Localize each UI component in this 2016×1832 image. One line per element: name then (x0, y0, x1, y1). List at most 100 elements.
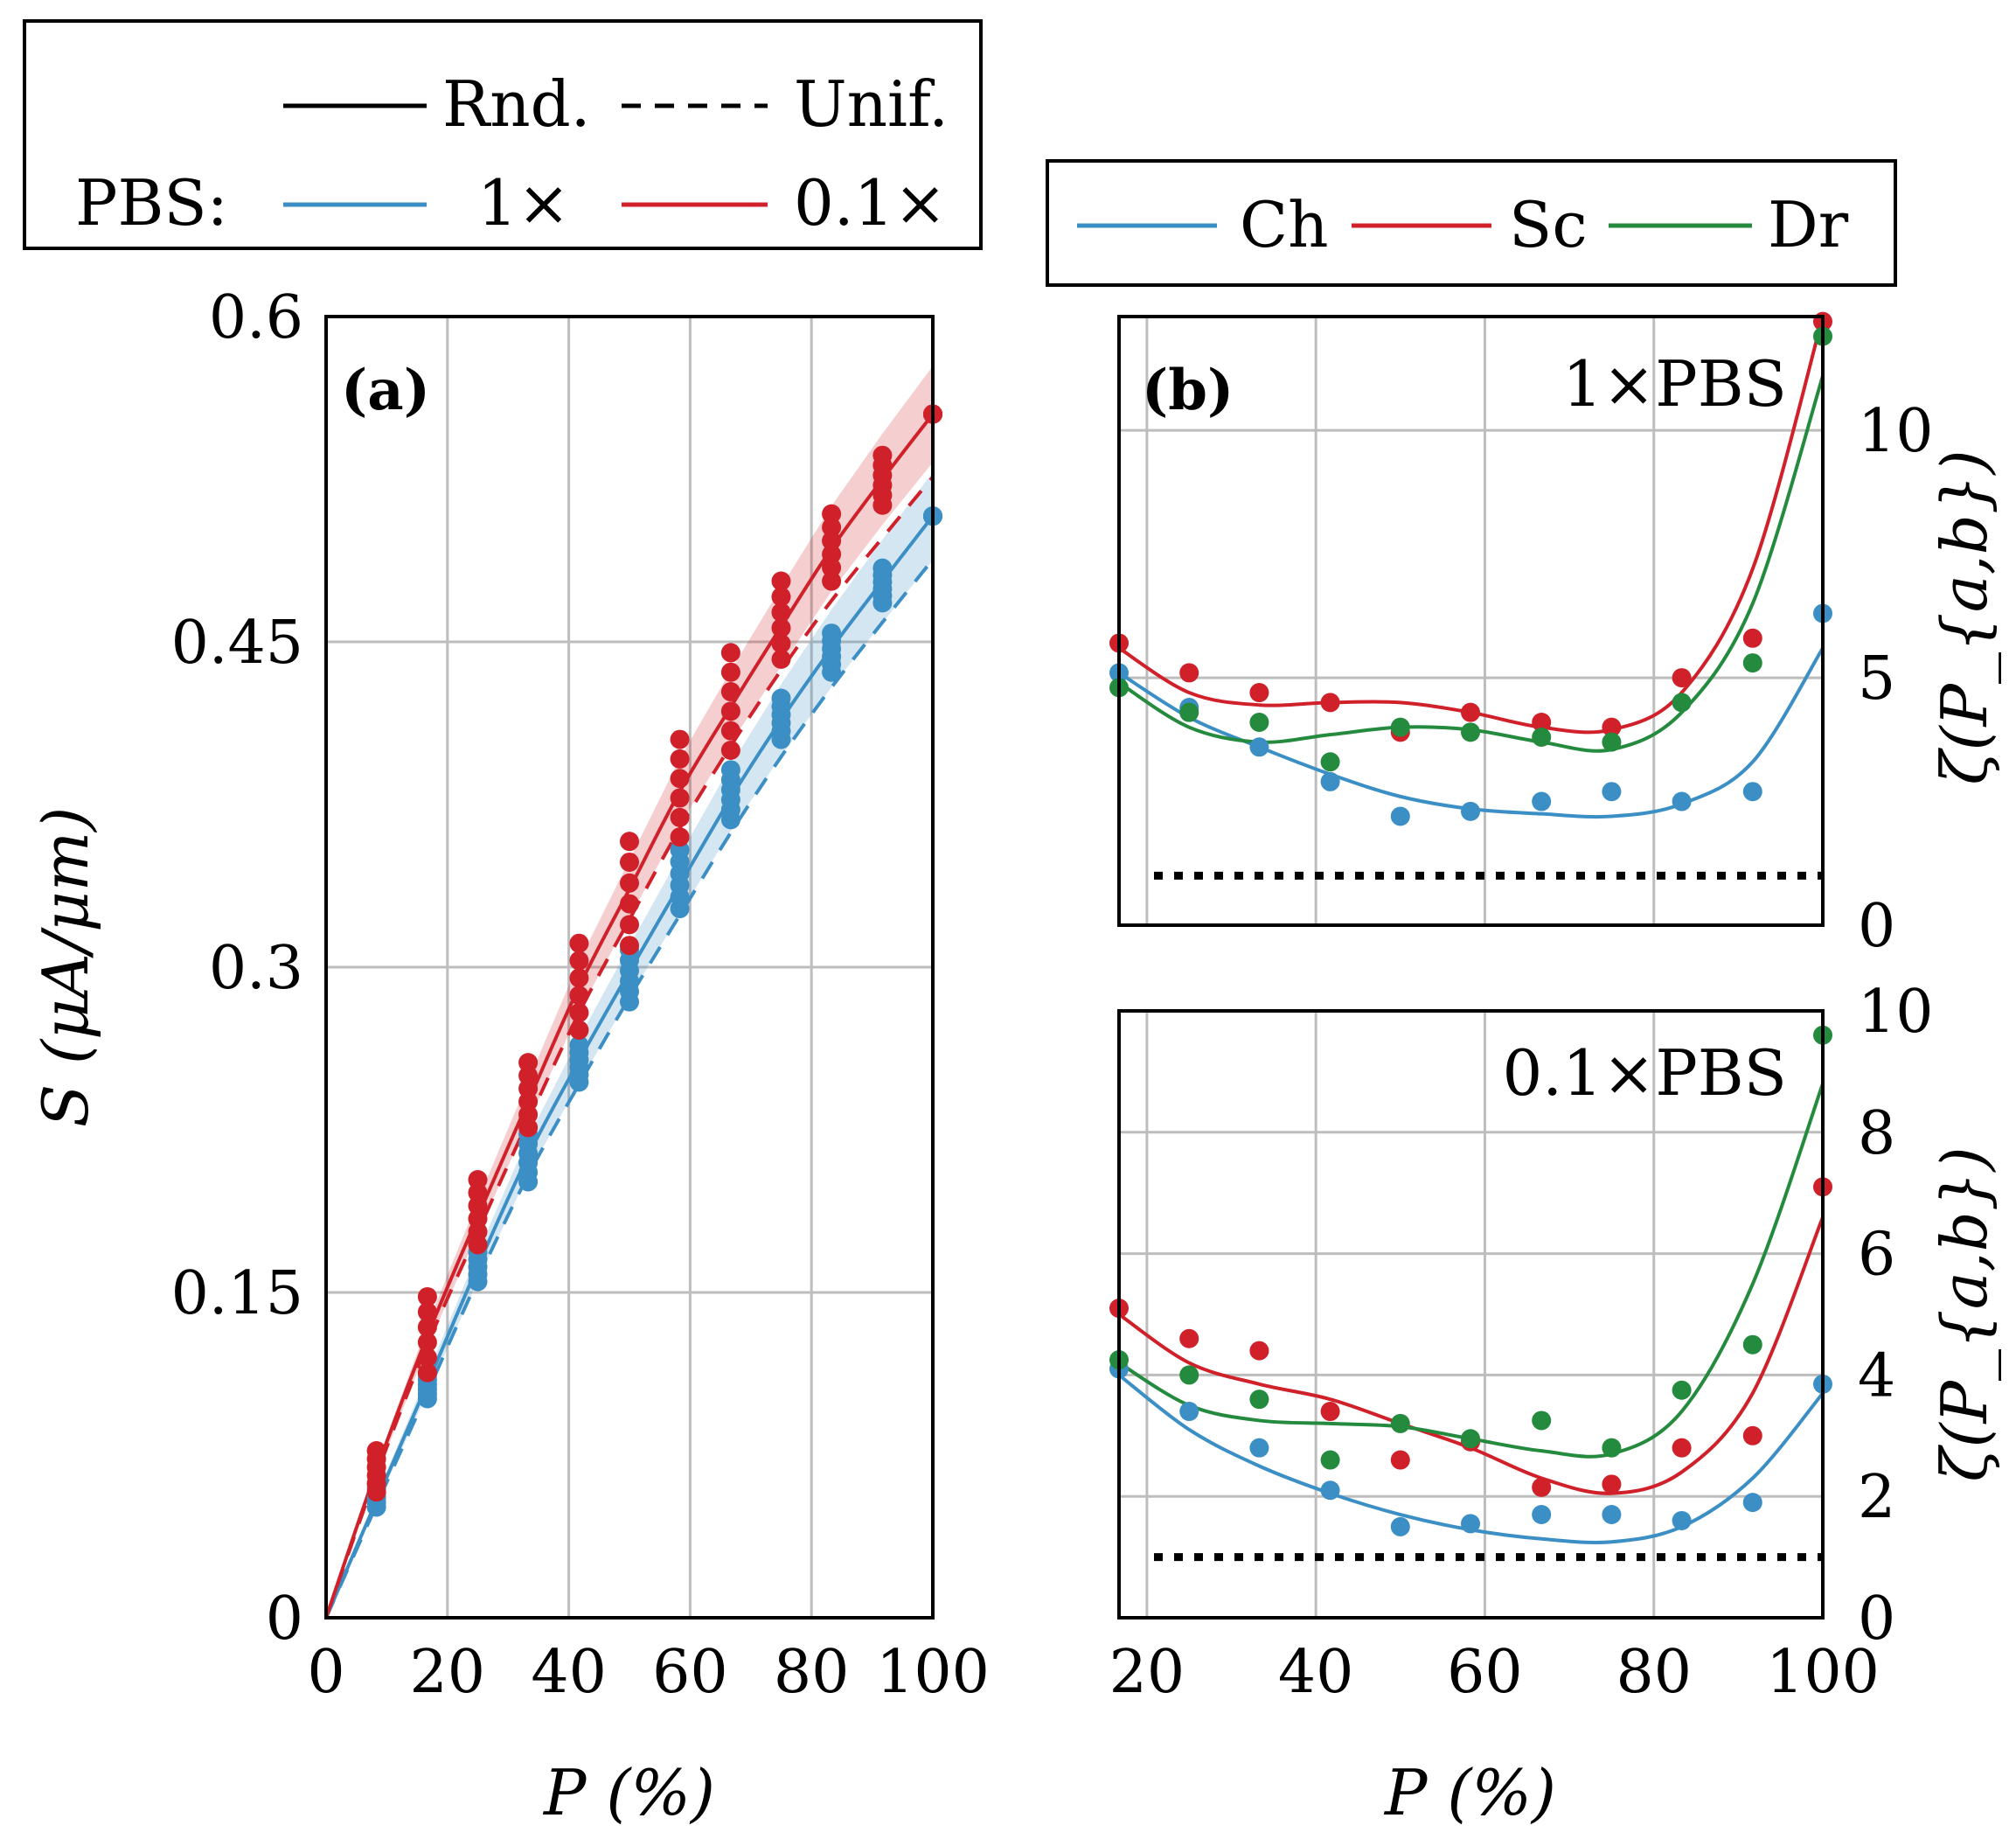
panel-b-bottom-ylabel: ζ(P_{a,b}) (1928, 1146, 2001, 1481)
fit-curve-sc (1119, 317, 1823, 735)
panel-b-bottom-annotation: 0.1×PBS (1502, 1036, 1787, 1110)
fit-curve-dr (1119, 375, 1823, 753)
data-point (569, 1003, 589, 1023)
data-point-ch (1461, 801, 1481, 821)
data-point (417, 1286, 437, 1306)
data-point (822, 531, 842, 551)
data-point (822, 544, 842, 564)
data-point (670, 788, 690, 808)
data-point (670, 807, 690, 827)
data-point-dr (1461, 1429, 1481, 1449)
data-point-dr (1672, 1380, 1692, 1400)
data-point-dr (1532, 1411, 1552, 1431)
panel-b-bottom-points (1109, 1025, 1832, 1536)
data-point (417, 1362, 437, 1383)
data-point-dr (1742, 1334, 1762, 1355)
y-tick-label: 0.3 (209, 934, 303, 1003)
data-point (569, 1035, 589, 1055)
data-point (822, 571, 842, 591)
data-point (771, 688, 791, 708)
data-point-dr (1390, 717, 1410, 737)
data-point-ch (1602, 1505, 1622, 1525)
data-point-sc (1249, 683, 1269, 703)
data-point-dr (1320, 1450, 1340, 1470)
legend-sc-label: Sc (1509, 188, 1588, 261)
data-point (417, 1333, 437, 1353)
x-tick-label: 100 (1766, 1638, 1880, 1707)
data-point (771, 618, 791, 638)
series-line-rnd (326, 514, 933, 1618)
panel-b-bottom-grid (1119, 1011, 1823, 1618)
data-point (720, 760, 740, 780)
legend-unif-label: Unif. (794, 67, 949, 141)
legend-b-swatches: Ch Sc Dr (1077, 188, 1849, 261)
data-point (822, 518, 842, 538)
data-point-sc (1249, 1341, 1269, 1361)
panel-a-points (366, 404, 942, 1517)
data-point-ch (1390, 806, 1410, 826)
x-tick-label: 80 (1616, 1638, 1692, 1707)
panel-a-lines (326, 413, 933, 1618)
data-point (670, 769, 690, 789)
x-tick-label: 20 (1109, 1638, 1185, 1707)
panel-a-grid (326, 317, 933, 1618)
panel-b-top-annotation: 1×PBS (1562, 347, 1787, 421)
data-point-ch (1320, 771, 1340, 791)
data-point (771, 587, 791, 607)
data-point (720, 721, 740, 741)
data-point (822, 558, 842, 578)
data-point (872, 445, 893, 465)
panel-b-bottom-fits (1119, 1083, 1823, 1562)
data-point-dr (1602, 1438, 1622, 1458)
data-point (569, 951, 589, 971)
data-point (366, 1441, 386, 1461)
data-point-dr (1249, 713, 1269, 732)
y-tick-label: 2 (1858, 1463, 1895, 1532)
y-tick-label: 0 (266, 1585, 303, 1654)
panel-a-ylabel: S (μA/μm) (29, 807, 102, 1128)
data-point (771, 649, 791, 669)
y-tick-label: 4 (1858, 1341, 1895, 1411)
series-line-rnd (326, 413, 933, 1618)
data-point-sc (1461, 702, 1481, 722)
data-point (720, 741, 740, 760)
data-point (620, 852, 639, 872)
data-point-ch (1390, 1516, 1410, 1536)
panel-b-tag: (b) (1142, 358, 1234, 423)
data-point-dr (1742, 653, 1762, 673)
data-point-ch (1179, 1402, 1199, 1422)
x-tick-label: 60 (652, 1638, 728, 1707)
panel-a-ticks: 0 20 40 60 80 100 0 0.15 0.3 0.45 0.6 (171, 283, 990, 1707)
data-point (569, 968, 589, 988)
data-point-sc (1742, 628, 1762, 648)
y-tick-label: 0.15 (171, 1259, 303, 1328)
data-point-dr (1179, 1365, 1199, 1385)
data-point (620, 832, 639, 852)
data-point (720, 643, 740, 663)
x-tick-label: 40 (1278, 1638, 1354, 1707)
panel-b-xlabel: P (%) (1383, 1756, 1556, 1829)
data-point-dr (1179, 702, 1199, 722)
data-point (620, 873, 639, 893)
data-point (569, 986, 589, 1006)
data-point (720, 662, 740, 682)
data-point-dr (1532, 727, 1552, 747)
y-tick-label: 0.6 (209, 283, 303, 352)
x-tick-label: 80 (774, 1638, 850, 1707)
legend-1x-label: 1× (477, 166, 570, 240)
panel-b-top-grid (1119, 317, 1823, 925)
y-tick-label: 0.45 (171, 609, 303, 678)
data-point-ch (1320, 1480, 1340, 1501)
data-point-dr (1390, 1413, 1410, 1433)
panel-a: 0 20 40 60 80 100 0 0.15 0.3 0.45 0.6 (a) P (%) S … (29, 283, 990, 1829)
data-point-sc (1602, 1474, 1622, 1494)
data-point-ch (1742, 782, 1762, 802)
data-point (569, 933, 589, 953)
y-tick-label: 6 (1858, 1221, 1895, 1290)
y-tick-label: 0 (1858, 892, 1895, 961)
data-point-dr (1461, 722, 1481, 742)
x-tick-label: 0 (307, 1638, 344, 1707)
data-point (569, 1020, 589, 1040)
data-point (518, 1053, 539, 1073)
x-tick-label: 40 (531, 1638, 607, 1707)
